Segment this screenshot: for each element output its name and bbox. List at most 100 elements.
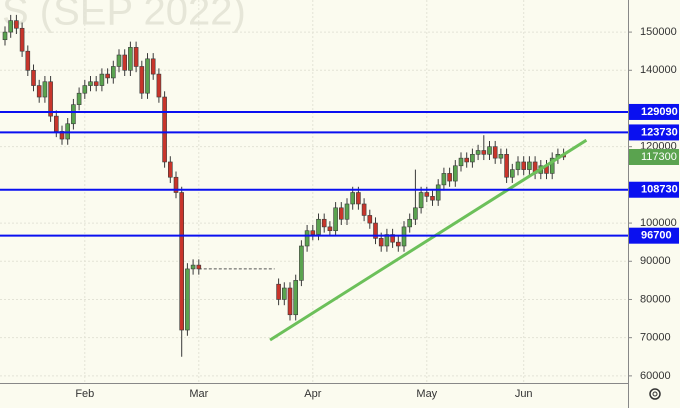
candle-body — [418, 192, 424, 209]
last-price-box — [629, 148, 679, 165]
x-tick-label: May — [416, 388, 437, 400]
candle-body — [122, 54, 127, 71]
candle-body — [31, 69, 36, 86]
candle-body — [390, 234, 395, 243]
candle-body — [344, 203, 350, 220]
candle-body — [373, 222, 378, 239]
trend-line — [269, 138, 588, 342]
y-tick-label: 80000 — [640, 293, 671, 305]
candle-body — [2, 31, 8, 41]
candle-body — [470, 154, 475, 163]
x-tick-label: Mar — [189, 388, 208, 400]
level-label-box — [629, 181, 679, 198]
y-tick-label: 60000 — [640, 370, 671, 382]
candle-body — [361, 203, 367, 216]
candle-body — [287, 287, 293, 316]
candle-body — [447, 173, 452, 182]
candle-body — [179, 192, 184, 331]
gear-center[interactable] — [652, 391, 658, 397]
level-label: 123730 — [641, 126, 678, 138]
candle-body — [185, 268, 190, 331]
candle-body — [509, 169, 515, 178]
candle-body — [173, 176, 179, 193]
candle-body — [435, 184, 441, 201]
candle-body — [333, 207, 338, 232]
candle-body — [42, 81, 48, 98]
candle-body — [498, 154, 504, 159]
candle-body — [59, 131, 65, 140]
candle-body — [65, 123, 70, 140]
x-tick-label: Feb — [75, 388, 94, 400]
candle-body — [492, 146, 498, 159]
candle-body — [128, 47, 133, 71]
candle-body — [196, 264, 202, 270]
candle-body — [464, 157, 470, 163]
candle-body — [327, 226, 333, 232]
candle-body — [504, 154, 509, 178]
candle-body — [430, 196, 435, 201]
candle-body — [441, 173, 447, 186]
x-tick-label: Apr — [304, 388, 321, 400]
candle-body — [356, 192, 361, 205]
candle-body — [321, 218, 327, 228]
candle-body — [395, 241, 401, 247]
level-label-box — [629, 227, 679, 244]
candle-body — [53, 115, 59, 132]
level-label: 129090 — [641, 106, 678, 118]
candle-body — [99, 73, 105, 86]
candle-body — [407, 218, 413, 228]
gear[interactable] — [649, 388, 661, 400]
candle-body — [293, 280, 299, 316]
candle-body — [521, 161, 527, 170]
candle-body — [116, 54, 122, 67]
candle-body — [139, 66, 145, 94]
settings-icon[interactable] — [649, 388, 661, 400]
y-tick-label: 70000 — [640, 332, 671, 344]
candle-body — [105, 73, 110, 79]
candle-body — [424, 192, 430, 197]
candle-body — [475, 150, 481, 155]
y-tick-label: 140000 — [640, 64, 677, 76]
candle-body — [367, 215, 373, 224]
candle-body — [156, 73, 162, 98]
candle-body — [168, 161, 173, 178]
candle-body — [310, 230, 316, 235]
level-label-box — [629, 103, 679, 120]
level-label-box — [629, 124, 679, 141]
watermark: S (SEP 2022) — [2, 0, 246, 34]
candle-body — [48, 81, 53, 117]
candle-body — [515, 161, 521, 170]
candle-body — [76, 92, 82, 105]
candle-body — [481, 150, 487, 155]
candle-body — [384, 234, 390, 247]
candle-body — [281, 287, 287, 300]
candle-body — [458, 157, 464, 167]
candle-body — [338, 207, 344, 220]
candle-body — [8, 20, 13, 33]
candle-body — [162, 96, 167, 163]
candle-body — [413, 207, 418, 220]
y-tick-label: 100000 — [640, 217, 677, 229]
candle-body — [25, 50, 31, 71]
candle-body — [36, 85, 42, 98]
candle-body — [378, 238, 384, 247]
candle-body — [82, 85, 88, 94]
y-tick-label: 150000 — [640, 26, 677, 38]
candle-body — [316, 218, 321, 235]
y-tick-label: 90000 — [640, 255, 671, 267]
candle-body — [71, 104, 76, 125]
last-price-label: 117300 — [641, 151, 677, 163]
candle-body — [111, 66, 116, 79]
candle-body — [145, 58, 150, 94]
candle-body — [487, 146, 492, 155]
candle-body — [19, 27, 25, 52]
level-label: 108730 — [641, 184, 678, 196]
candle-body — [304, 230, 310, 247]
candle-body — [190, 264, 196, 270]
x-tick-label: Jun — [515, 388, 533, 400]
candle-body — [549, 157, 555, 174]
candle-body — [133, 47, 139, 67]
candle-body — [452, 165, 458, 182]
